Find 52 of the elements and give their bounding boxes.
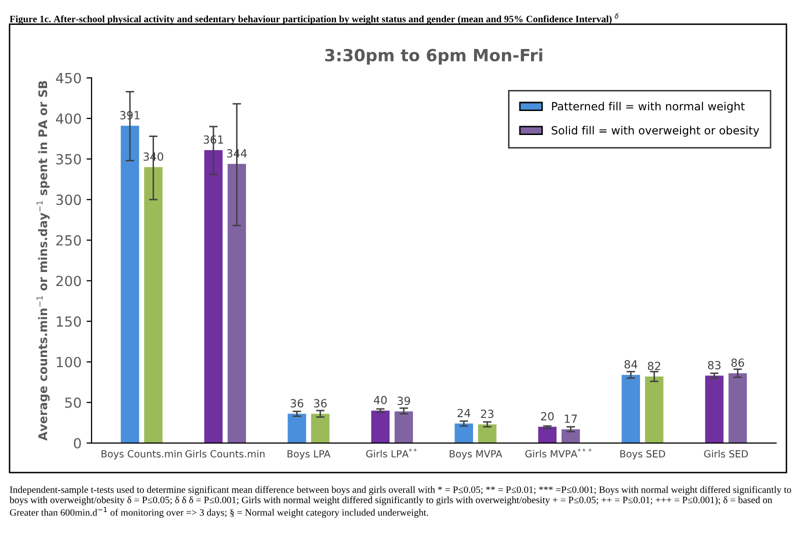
bar	[311, 414, 330, 444]
data-label: 36	[314, 399, 327, 408]
data-label: 86	[731, 358, 744, 367]
y-tick-label: 200	[56, 276, 81, 286]
y-tick-label: 400	[56, 113, 81, 124]
data-label: 39	[398, 396, 410, 406]
data-label: 82	[648, 362, 660, 370]
y-tick-label: 50	[65, 397, 81, 408]
chart-subtitle: Figure 1c. After-school physical activity and sedentary behaviour participation by weight status and gender (mean and 95% Confidence Interval) $^{δ}$	[10, 13, 618, 24]
x-tick-label: Girls MVPA$^{***}$	[525, 448, 592, 458]
bar	[288, 414, 306, 444]
bar	[562, 429, 580, 444]
x-tick-label: Girls LPA$^{**}$	[366, 448, 417, 458]
y-tick-label: 100	[56, 356, 81, 368]
x-tick-label: Girls Counts.min	[185, 450, 265, 458]
x-tick-label: Boys MVPA	[450, 450, 502, 460]
text: Independent-sample t-tests used to determine significant mean difference between boys and girls overall with * = P≤0.05; ** = P≤0.01; *** =P≤0.001; Boys with normal weight differed significantly to boys with overweight/obesity δ = P≤0.05; δ δ δ = P≤0.001; Girls with normal weight differed significantly to girls with overweight/obesity + = P≤0.05; ++ = P≤0.01; +++ = P≤0.001); δ = based on Greater than 600min.d$^{−1}$ of monitoring over => 3 days; § = Normal weight category included underweight.	[10, 486, 792, 518]
bar	[538, 426, 557, 444]
y-tick-label: 450	[56, 72, 81, 84]
bar	[728, 373, 747, 444]
y-tick-label: 250	[56, 235, 81, 246]
data-label: 17	[564, 414, 577, 423]
bar	[204, 150, 223, 444]
data-label: 40	[374, 396, 387, 404]
bar	[645, 376, 664, 444]
bar	[394, 411, 413, 444]
y-axis-title: Average counts.min$^{−1}$ or mins.day$^{−1}$ spent in PA or SB	[36, 81, 50, 441]
y-tick-label: 150	[56, 316, 81, 327]
legend-label: Solid fill = with overweight or obesity	[552, 126, 760, 137]
data-label: 24	[458, 408, 470, 418]
y-tick-label: 350	[56, 154, 81, 164]
bar	[120, 126, 140, 444]
data-label: 36	[290, 399, 304, 408]
data-label: 20	[541, 412, 554, 420]
bar	[705, 376, 724, 444]
bar	[371, 410, 390, 444]
bar	[622, 374, 640, 444]
data-label: 83	[708, 360, 720, 370]
x-tick-label: Girls SED	[704, 450, 748, 458]
bar	[228, 164, 246, 444]
x-tick-label: Boys LPA	[288, 450, 330, 460]
x-tick-label: Boys SED	[620, 450, 666, 460]
bar	[478, 424, 496, 444]
y-tick-label: 0	[74, 438, 81, 448]
chart-title: 3:30pm to 6pm Mon-Fri	[325, 48, 542, 65]
y-tick-label: 300	[56, 194, 81, 206]
bar	[454, 424, 474, 444]
x-tick-label: Boys Counts.min	[102, 450, 182, 460]
bar	[144, 167, 162, 444]
data-label: 23	[480, 410, 494, 418]
legend-label: Patterned fill = with normal weight	[552, 102, 745, 113]
data-label: 84	[624, 360, 638, 369]
